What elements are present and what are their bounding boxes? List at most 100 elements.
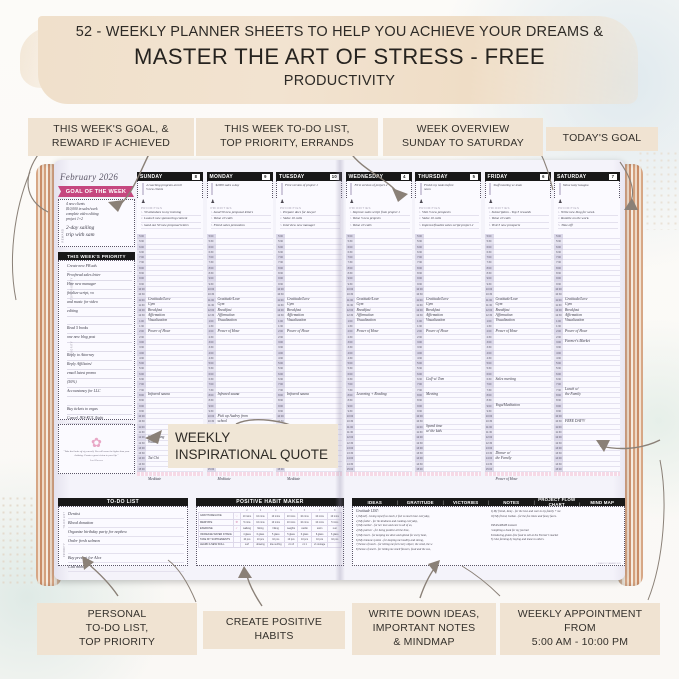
schedule-slot[interactable] [563,462,620,468]
habit-row[interactable]: LEARN A NEW SKILL surf drawing kite surfing… [198,541,342,548]
schedule-slot[interactable] [354,287,412,293]
schedule-slot[interactable] [563,366,620,372]
schedule-slot[interactable] [354,462,412,468]
schedule-slot[interactable] [354,456,412,462]
schedule-slot[interactable] [285,287,342,293]
schedule-slot[interactable] [424,382,481,388]
schedule-slot[interactable] [424,441,481,446]
schedule-slot[interactable] [215,276,273,282]
schedule-slot[interactable] [563,419,620,425]
schedule-slot[interactable] [146,239,203,245]
schedule-slot[interactable] [424,398,481,404]
schedule-slot[interactable] [424,456,481,462]
schedule-slot[interactable] [563,372,620,378]
todays-goal-field[interactable]: First version of project 1 [276,181,342,198]
schedule-slot[interactable] [215,324,273,330]
schedule-slot[interactable] [354,234,412,240]
schedule-slot[interactable] [146,382,203,388]
schedule-slot[interactable] [215,398,273,404]
schedule-event[interactable]: Lunch w/ the Family [565,387,581,397]
schedule-slot[interactable] [424,234,481,240]
schedule-slot[interactable] [493,255,551,261]
day-priorities-box[interactable]: 1.Subscription - Top 3 rewards 2.Value 10… [484,210,551,234]
habit-cell[interactable]: v1 1 [297,541,312,548]
schedule-event[interactable]: Affirmation [495,312,513,317]
schedule-slot[interactable] [215,303,273,309]
schedule-slot[interactable] [354,382,412,388]
schedule-slot[interactable] [215,366,273,372]
habit-row[interactable]: INCREASE WATER INTAKE 4 glass 6 glass 5 gla… [198,530,342,538]
schedule-slot[interactable] [424,287,481,293]
schedule-slot[interactable] [493,388,551,393]
schedule-event[interactable]: Farmer's Market [565,339,591,344]
schedule-event[interactable]: Tai Chi [148,456,159,460]
schedule-slot[interactable] [493,377,551,383]
ideas-tab-project-flow-chart[interactable]: PROJECT FLOW CHART [534,497,580,507]
schedule-slot[interactable] [354,313,412,319]
schedule-event[interactable]: Affirmation [287,312,305,317]
schedule-slot[interactable] [354,245,412,250]
schedule-event[interactable]: Affirmation [148,312,166,317]
schedule-slot[interactable] [215,329,273,335]
ideas-tab-mind-map[interactable]: MIND MAP [590,499,615,505]
schedule-slot[interactable] [563,324,620,330]
schedule-event[interactable]: Power of Hour [148,328,171,333]
schedule-event[interactable]: Gratitude/Love [565,297,588,301]
schedule-slot[interactable] [354,377,412,383]
schedule-slot[interactable] [146,260,203,266]
schedule-slot[interactable] [146,340,203,346]
schedule-slot[interactable] [424,245,481,250]
habit-cell[interactable]: surf [239,541,255,548]
schedule-event[interactable]: Visualization [148,318,168,323]
schedule-slot[interactable] [215,245,273,250]
schedule-event[interactable]: Breakfast [287,307,301,312]
schedule-slot[interactable] [146,329,203,335]
schedule-event[interactable]: Dinner w/ the Family [495,450,512,460]
schedule-slot[interactable] [424,351,481,356]
schedule-slot[interactable] [215,345,273,351]
schedule-slot[interactable] [493,266,551,272]
schedule-slot[interactable] [493,287,551,293]
schedule-slot[interactable] [285,245,342,250]
schedule-event[interactable]: Power of Hour [217,328,240,333]
schedule-slot[interactable] [215,239,273,245]
schedule-slot[interactable] [563,282,620,287]
schedule-slot[interactable] [354,435,412,441]
schedule-slot[interactable] [563,404,620,409]
schedule-event[interactable]: Breakfast [356,307,371,312]
schedule-slot[interactable] [215,234,273,240]
todays-goal-field[interactable]: Value tasty lasagne. [554,181,620,198]
day-priorities-box[interactable]: 1.Visit 3 new prospects 2.Value 10 calls 3… [415,210,481,234]
schedule-slot[interactable] [424,404,481,409]
schedule-slot[interactable] [493,451,551,457]
schedule-event[interactable]: Visualization [565,318,585,323]
schedule-slot[interactable] [146,356,203,362]
day-priorities-box[interactable]: 1.Write new blog for week. 2.Rumble on th… [554,210,620,234]
schedule-slot[interactable] [563,361,620,367]
schedule-slot[interactable] [424,425,481,430]
schedule-event[interactable]: Gratitude/Love [495,297,519,301]
schedule-slot[interactable] [563,271,620,277]
schedule-slot[interactable] [563,329,620,335]
schedule-slot[interactable] [146,319,203,325]
schedule-event[interactable]: Visualization [495,318,515,323]
schedule-slot[interactable] [285,266,342,272]
schedule-slot[interactable] [354,276,412,282]
schedule-slot[interactable] [285,329,342,335]
schedule-event[interactable]: Gym [217,302,225,307]
schedule-slot[interactable] [285,292,342,298]
schedule-slot[interactable] [424,467,481,473]
schedule-event[interactable]: Gratitude/Love [148,297,171,301]
schedule-slot[interactable] [493,292,551,298]
schedule-slot[interactable] [215,393,273,399]
schedule-event[interactable]: Gym [287,302,294,307]
schedule-event[interactable]: Infrared sauna [217,392,240,397]
schedule-slot[interactable] [354,398,412,404]
schedule-slot[interactable] [285,340,342,346]
schedule-slot[interactable] [215,414,273,420]
schedule-slot[interactable] [146,271,203,277]
schedule-event[interactable]: Learning + Reading [356,392,387,397]
schedule-slot[interactable] [563,414,620,420]
schedule-slot[interactable] [424,345,481,351]
schedule-slot[interactable] [563,335,620,340]
